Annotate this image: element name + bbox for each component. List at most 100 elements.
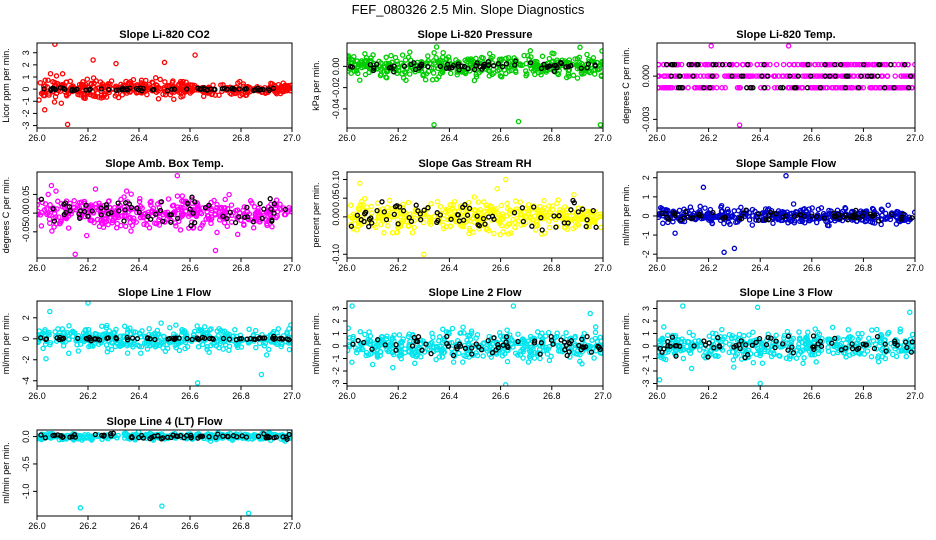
data-point	[451, 198, 458, 205]
data-point	[162, 79, 168, 85]
sample-point	[562, 347, 568, 353]
x-tick-label: 26.6	[803, 263, 821, 273]
x-tick-label: 26.0	[28, 521, 46, 531]
data-point	[429, 77, 436, 83]
data-point	[384, 347, 390, 353]
data-point	[40, 92, 47, 99]
sample-point	[362, 211, 368, 217]
data-point	[697, 203, 703, 210]
sample-point	[787, 73, 793, 79]
outlier-point	[783, 173, 789, 179]
data-point	[898, 73, 905, 79]
sample-point	[669, 334, 676, 340]
sample-point	[395, 221, 401, 227]
sample-point	[677, 343, 683, 349]
data-point	[46, 216, 53, 222]
sample-point	[282, 206, 288, 213]
data-point	[575, 351, 581, 357]
data-point	[484, 348, 491, 354]
data-point	[425, 68, 432, 75]
sample-point	[772, 344, 778, 351]
data-point	[530, 68, 536, 74]
sample-point	[371, 65, 377, 71]
sample-point	[832, 73, 838, 79]
data-point	[554, 200, 560, 207]
data-point	[80, 87, 86, 94]
sample-point	[444, 61, 451, 67]
data-point	[563, 330, 569, 336]
sample-point	[755, 211, 762, 217]
data-point	[397, 352, 404, 359]
data-point	[226, 343, 233, 350]
outlier-point	[785, 43, 792, 49]
sample-point	[476, 344, 482, 350]
outlier-point	[90, 57, 96, 63]
data-point	[903, 348, 910, 354]
data-point	[753, 213, 759, 220]
data-point	[779, 217, 786, 224]
sample-point	[271, 201, 277, 207]
sample-point	[790, 350, 796, 356]
data-point	[546, 224, 553, 231]
sample-point	[898, 214, 905, 221]
data-point	[574, 216, 580, 222]
sample-point	[818, 343, 825, 349]
sample-point	[829, 340, 835, 346]
data-point	[910, 73, 915, 79]
data-point	[674, 337, 681, 344]
y-tick-label: -1.0	[21, 484, 31, 500]
data-point	[795, 61, 801, 68]
sample-point	[544, 64, 550, 70]
data-point	[266, 346, 272, 353]
outlier-point	[754, 304, 761, 311]
data-point	[204, 344, 211, 350]
data-point	[468, 59, 474, 65]
sample-point	[52, 86, 58, 93]
data-point	[183, 329, 189, 336]
data-point	[881, 61, 888, 68]
data-point	[754, 61, 761, 68]
data-point	[137, 214, 144, 221]
data-point	[729, 349, 736, 355]
sample-point	[450, 62, 457, 69]
sample-point	[54, 335, 60, 341]
data-point	[199, 341, 206, 348]
sample-point	[561, 339, 568, 345]
data-point	[470, 215, 476, 222]
data-point	[262, 340, 269, 346]
data-point	[412, 360, 418, 367]
data-point	[704, 73, 710, 79]
sample-point	[850, 212, 857, 218]
data-point	[42, 77, 48, 84]
sample-point	[862, 342, 868, 348]
y-tick-label: -1	[641, 354, 651, 362]
sample-point	[855, 85, 862, 91]
data-point	[491, 230, 497, 237]
sample-point	[907, 73, 914, 79]
x-tick-label: 26.4	[441, 263, 459, 273]
sample-point	[59, 336, 65, 342]
sample-point	[425, 63, 431, 70]
data-point	[385, 223, 391, 229]
sample-point	[582, 344, 589, 350]
data-point	[878, 221, 884, 228]
y-tick-label: -0.05	[21, 222, 31, 243]
data-point	[146, 325, 152, 332]
data-point	[48, 182, 55, 189]
data-point	[466, 230, 472, 237]
data-point	[592, 324, 599, 330]
sample-point	[95, 336, 101, 342]
y-tick-label: -2	[21, 109, 31, 117]
sample-point	[145, 213, 151, 220]
sample-point	[902, 61, 908, 68]
sample-point	[157, 207, 164, 214]
data-point	[446, 340, 453, 347]
sample-point	[791, 85, 798, 91]
data-point	[95, 94, 102, 100]
data-point	[418, 68, 425, 74]
data-point	[183, 208, 189, 215]
sample-point	[195, 336, 201, 342]
data-point	[734, 84, 741, 91]
